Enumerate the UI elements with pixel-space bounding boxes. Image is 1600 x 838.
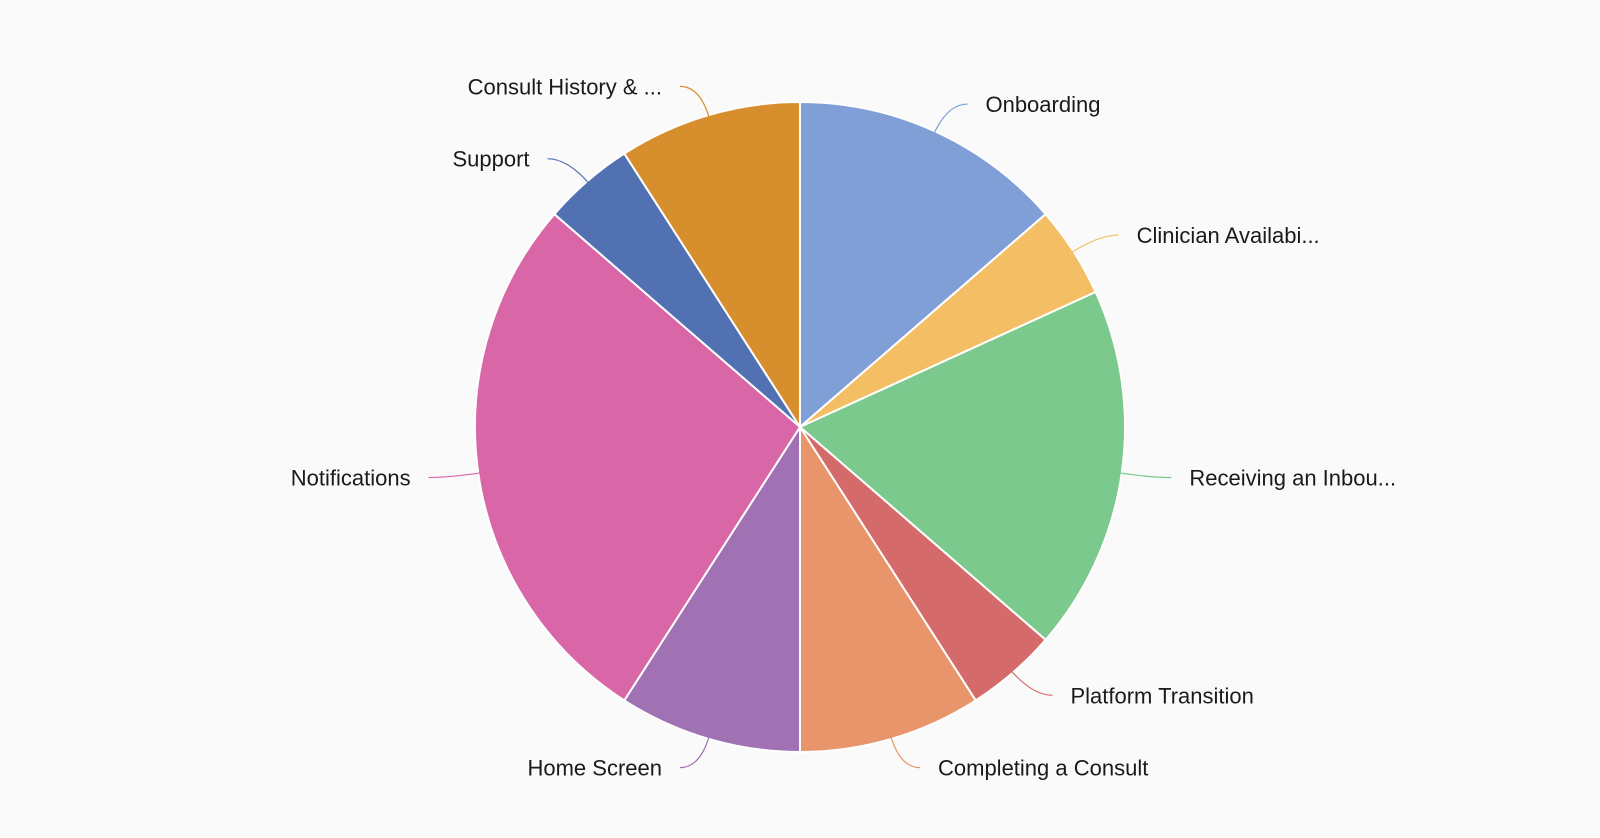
slice-label-notifications: Notifications [291,466,411,491]
slices-layer [474,100,1126,754]
leader-line-support [547,158,590,185]
leader-line-notifications [428,472,482,479]
slice-label-home-screen: Home Screen [527,756,662,781]
leader-line-consult-history [679,85,710,119]
leader-line-onboarding [933,103,968,135]
slice-label-consult-history: Consult History & ... [468,74,662,99]
slice-label-platform-transition: Platform Transition [1070,683,1253,708]
leader-line-completing-a-consult [890,735,921,769]
leader-lines-layer [428,85,1172,769]
slice-label-clinician-availabi: Clinician Availabi... [1137,223,1320,248]
slice-label-onboarding: Onboarding [985,92,1100,117]
leader-line-home-screen [679,735,710,769]
leader-line-platform-transition [1010,669,1053,696]
labels-layer: Onboarding Clinician Availabi... Receiving… [291,74,1396,780]
slice-label-completing-a-consult: Completing a Consult [938,756,1148,781]
leader-line-receiving-an-inbou [1118,472,1172,479]
leader-line-clinician-availabi [1070,234,1119,254]
slice-label-receiving-an-inbou: Receiving an Inbou... [1189,466,1396,491]
slice-label-support: Support [452,147,529,172]
